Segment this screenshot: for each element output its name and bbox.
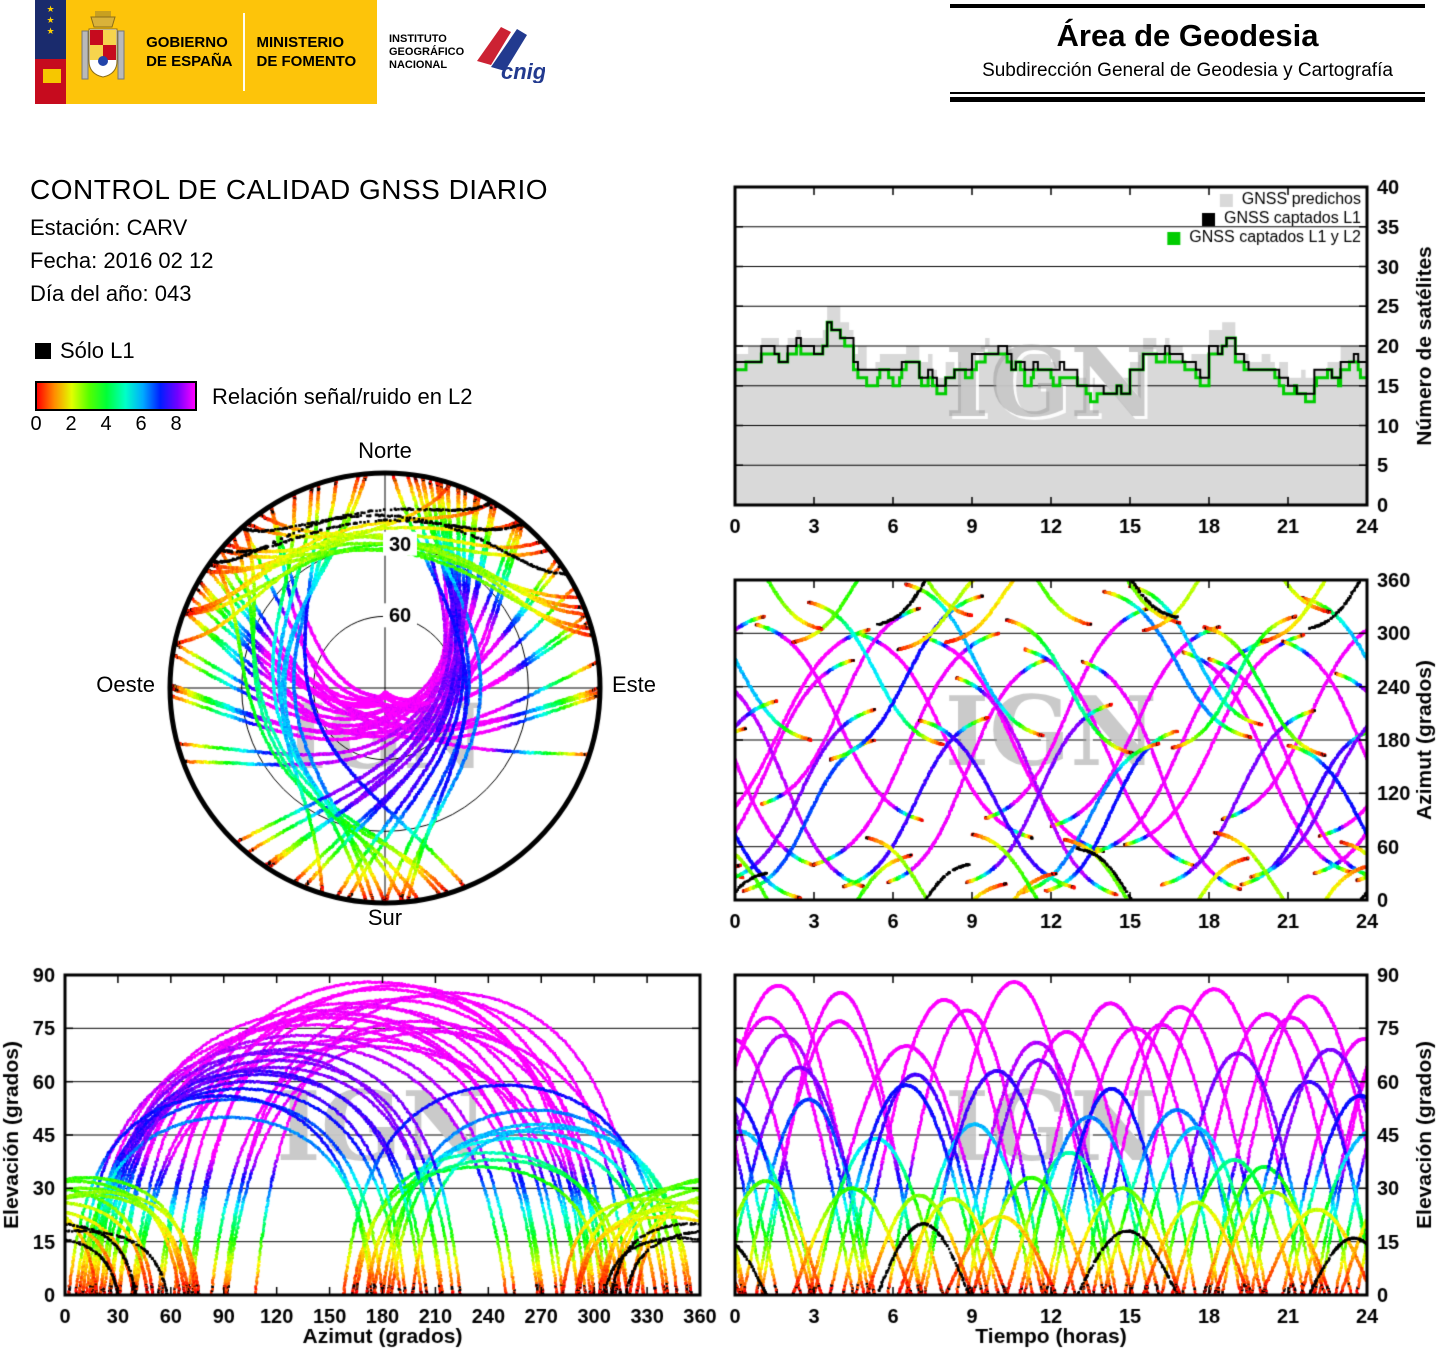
doy-line: Día del año: 043 [30,281,192,306]
page-title: CONTROL DE CALIDAD GNSS DIARIO [30,174,549,205]
snr-tick-0: 0 [30,413,42,435]
snr-colorbar-label: Relación señal/ruido en L2 [212,384,473,409]
solo-l1-label: Sólo L1 [60,338,135,363]
l1-black-square-icon [35,343,51,359]
snr-tick-4: 4 [100,413,112,435]
gobierno-line2: DE ESPAÑA [146,53,233,70]
eu-stars-icon: ★ ★ ★ [35,0,67,59]
solo-l1-legend: Sólo L1 [35,338,135,364]
header-rule-thick [950,97,1425,102]
skyplot-east-label: Este [612,672,657,697]
spain-flag-icon [35,58,67,104]
snr-tick-2: 2 [65,413,77,435]
snr-tick-6: 6 [135,413,147,435]
elevation-azimuth-chart [0,960,720,1350]
ministerio-text: MINISTERIO DE FOMENTO [245,33,369,71]
elevation-time-chart [720,960,1445,1350]
skyplot-south-label: Sur [367,905,403,930]
instituto-line1: INSTITUTO [389,32,447,45]
skyplot-north-label: Norte [358,438,412,463]
area-header: Área de Geodesia Subdirección General de… [950,4,1425,102]
gobierno-espana-logo: ★ ★ ★ GOBIERNO DE ESPAÑA MINI [35,0,545,104]
instituto-line3: NACIONAL [389,58,448,71]
snr-colorbar [35,381,197,411]
ign-box: INSTITUTO GEOGRÁFICO NACIONAL cnig [377,0,545,104]
ministerio-line2: DE FOMENTO [256,53,357,70]
header-rule-thin [950,92,1425,94]
gobierno-line1: GOBIERNO [146,34,228,51]
area-subtitle: Subdirección General de Geodesia y Carto… [982,60,1393,81]
snr-tick-8: 8 [170,413,182,435]
azimuth-time-chart [720,565,1445,940]
header-rule-top [950,4,1425,8]
flag-stripe: ★ ★ ★ [35,0,67,104]
skyplot-west-label: Oeste [96,672,155,697]
date-line: Fecha: 2016 02 12 [30,248,214,273]
instituto-text: INSTITUTO GEOGRÁFICO NACIONAL [377,33,467,72]
logo-divider [242,13,245,91]
area-title: Área de Geodesia [1056,18,1319,53]
ministerio-line1: MINISTERIO [256,34,345,51]
cnig-logo: cnig [477,27,545,83]
gobierno-text: GOBIERNO DE ESPAÑA [136,33,242,71]
cnig-text: cnig [501,59,545,83]
instituto-line2: GEOGRÁFICO [389,45,465,58]
spain-coat-of-arms-icon [81,11,125,80]
gobierno-yellow-band: GOBIERNO DE ESPAÑA MINISTERIO DE FOMENTO [66,0,377,104]
station-line: Estación: CARV [30,215,188,240]
satellite-count-chart [720,170,1445,560]
skyplot-canvas [140,450,630,930]
